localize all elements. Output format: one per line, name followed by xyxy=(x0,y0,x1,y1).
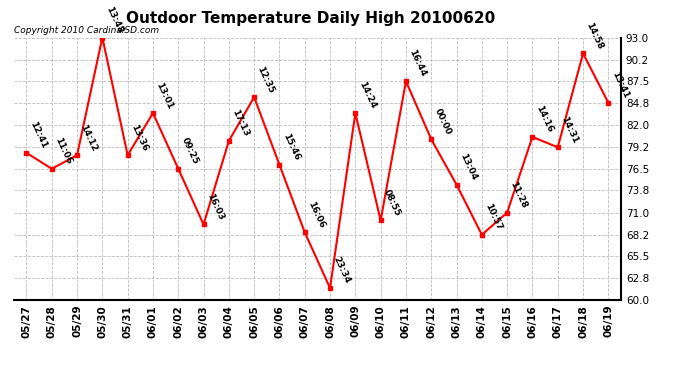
Text: 12:41: 12:41 xyxy=(28,120,48,150)
Text: 14:16: 14:16 xyxy=(534,104,554,134)
Text: 13:01: 13:01 xyxy=(155,81,175,110)
Text: 14:24: 14:24 xyxy=(357,80,377,110)
Text: 09:25: 09:25 xyxy=(179,136,200,166)
Text: Outdoor Temperature Daily High 20100620: Outdoor Temperature Daily High 20100620 xyxy=(126,11,495,26)
Text: 14:31: 14:31 xyxy=(559,115,580,144)
Text: 23:34: 23:34 xyxy=(331,255,352,285)
Text: 14:12: 14:12 xyxy=(79,123,99,153)
Text: 11:06: 11:06 xyxy=(53,136,73,166)
Text: 11:28: 11:28 xyxy=(509,180,529,210)
Text: 12:35: 12:35 xyxy=(255,64,276,94)
Text: 13:36: 13:36 xyxy=(129,123,149,153)
Text: Copyright 2010 CardinalSD.com: Copyright 2010 CardinalSD.com xyxy=(14,26,159,35)
Text: 00:00: 00:00 xyxy=(433,107,453,136)
Text: 16:44: 16:44 xyxy=(407,48,428,78)
Text: 17:13: 17:13 xyxy=(230,108,250,138)
Text: 16:03: 16:03 xyxy=(205,192,225,222)
Text: 13:48: 13:48 xyxy=(104,5,124,35)
Text: 13:04: 13:04 xyxy=(458,152,478,182)
Text: 13:41: 13:41 xyxy=(610,70,630,100)
Text: 10:57: 10:57 xyxy=(483,202,504,232)
Text: 15:46: 15:46 xyxy=(281,132,301,162)
Text: 16:06: 16:06 xyxy=(306,200,326,230)
Text: 14:58: 14:58 xyxy=(584,21,604,51)
Text: 08:55: 08:55 xyxy=(382,188,402,218)
